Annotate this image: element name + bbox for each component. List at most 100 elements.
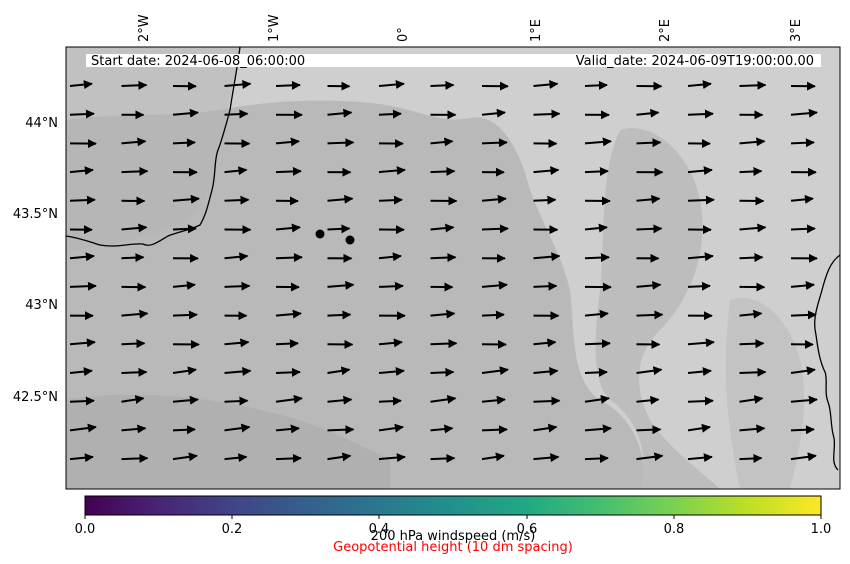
wind-arrow xyxy=(275,309,302,319)
wind-arrow xyxy=(790,395,818,405)
wind-arrow xyxy=(533,80,559,90)
wind-arrow xyxy=(69,80,93,90)
wind-arrow xyxy=(327,280,355,290)
wind-arrow xyxy=(275,223,301,233)
wind-arrow xyxy=(843,170,850,172)
station-marker xyxy=(315,229,325,239)
wind-arrow xyxy=(636,194,661,204)
wind-arrow xyxy=(275,367,301,377)
wind-arrow xyxy=(739,166,763,176)
wind-arrow xyxy=(533,195,557,205)
wind-arrow xyxy=(481,425,508,435)
wind-arrow xyxy=(739,367,767,377)
wind-arrow xyxy=(378,195,403,205)
wind-arrow xyxy=(430,309,456,319)
wind-arrow xyxy=(533,367,559,377)
lat-label: 44°N xyxy=(25,116,58,131)
wind-arrow xyxy=(69,396,95,406)
wind-arrow xyxy=(533,396,561,406)
wind-arrow xyxy=(790,310,817,320)
wind-arrow xyxy=(739,253,764,263)
wind-arrow xyxy=(172,224,197,234)
coastline-east xyxy=(814,254,840,471)
wind-arrow xyxy=(172,194,200,204)
wind-arrow xyxy=(481,138,508,148)
colorbar-label: 200 hPa windspeed (m/s) xyxy=(371,529,536,544)
wind-arrow xyxy=(843,256,850,258)
wind-arrow xyxy=(430,166,456,176)
wind-arrow xyxy=(533,453,560,463)
wind-arrow xyxy=(121,309,149,319)
wind-arrow xyxy=(533,338,557,348)
geopotential-subtitle: Geopotential height (10 dm spacing) xyxy=(333,540,573,555)
longitude-labels: 2°W 1°W 0° 1°E 2°E 3°E xyxy=(137,14,804,42)
colorbar-tick-label: 0.2 xyxy=(222,522,243,537)
wind-arrow xyxy=(275,166,302,176)
wind-arrow xyxy=(687,80,712,90)
latitude-labels: 44°N 43.5°N 43°N 42.5°N xyxy=(13,116,58,405)
wind-arrow xyxy=(69,166,94,176)
wind-arrow xyxy=(533,166,560,176)
wind-arrow xyxy=(790,224,816,234)
wind-arrow xyxy=(327,138,355,148)
wind-arrow xyxy=(481,452,505,462)
wind-arrow xyxy=(327,425,355,435)
wind-arrow xyxy=(327,310,352,320)
wind-arrow xyxy=(121,223,148,233)
lon-label: 0° xyxy=(396,27,411,42)
wind-arrow xyxy=(378,281,404,291)
wind-arrow xyxy=(121,339,146,349)
wind-arrow xyxy=(224,79,252,89)
wind-arrow xyxy=(172,108,199,118)
wind-arrow xyxy=(584,253,610,263)
lat-label: 43.5°N xyxy=(13,207,58,222)
wind-arrow xyxy=(790,280,815,290)
wind-arrow xyxy=(224,453,248,463)
wind-arrow xyxy=(378,338,403,348)
wind-arrow xyxy=(843,401,850,402)
lon-label: 2°W xyxy=(137,14,152,42)
wind-arrow-field xyxy=(69,79,850,463)
wind-arrow xyxy=(739,80,767,90)
wind-arrow xyxy=(327,224,351,234)
wind-arrow xyxy=(121,367,148,377)
terrain-low-east xyxy=(595,128,720,489)
wind-arrow xyxy=(224,281,251,291)
wind-arrow xyxy=(224,366,252,376)
wind-arrow xyxy=(739,223,767,233)
valid-date-label: Valid_date: 2024-06-09T19:00:00.00 xyxy=(576,54,814,69)
colorbar-gradient xyxy=(84,495,822,516)
wind-arrow xyxy=(378,166,406,176)
wind-arrow xyxy=(327,366,351,376)
wind-arrow xyxy=(636,280,662,290)
wind-arrow xyxy=(121,424,147,434)
wind-arrow xyxy=(121,453,149,463)
wind-arrow xyxy=(687,166,713,176)
wind-arrow xyxy=(69,195,96,205)
wind-arrow xyxy=(430,80,455,90)
wind-arrow xyxy=(224,195,250,205)
wind-arrow xyxy=(378,396,402,406)
start-date-label: Start date: 2024-06-08_06:00:00 xyxy=(91,54,305,69)
wind-arrow xyxy=(584,80,608,90)
lat-label: 42.5°N xyxy=(13,390,58,405)
wind-arrow xyxy=(584,137,612,147)
wind-arrow xyxy=(172,310,198,320)
wind-arrow xyxy=(275,137,300,147)
wind-arrow xyxy=(790,108,818,118)
lon-label: 1°E xyxy=(529,19,544,42)
wind-arrow xyxy=(121,395,145,404)
wind-arrow xyxy=(636,452,664,462)
wind-arrow xyxy=(584,453,609,463)
wind-arrow xyxy=(636,138,662,148)
wind-arrow xyxy=(69,109,95,119)
wind-arrow xyxy=(69,423,97,433)
wind-arrow xyxy=(481,224,509,234)
wind-arrow xyxy=(172,395,199,405)
wind-arrow xyxy=(533,109,561,119)
wind-arrow xyxy=(843,457,850,459)
wind-arrow xyxy=(636,395,660,405)
colorbar-tick-label: 0.6 xyxy=(517,522,538,537)
wind-arrow xyxy=(843,84,850,86)
wind-arrow xyxy=(481,366,509,376)
